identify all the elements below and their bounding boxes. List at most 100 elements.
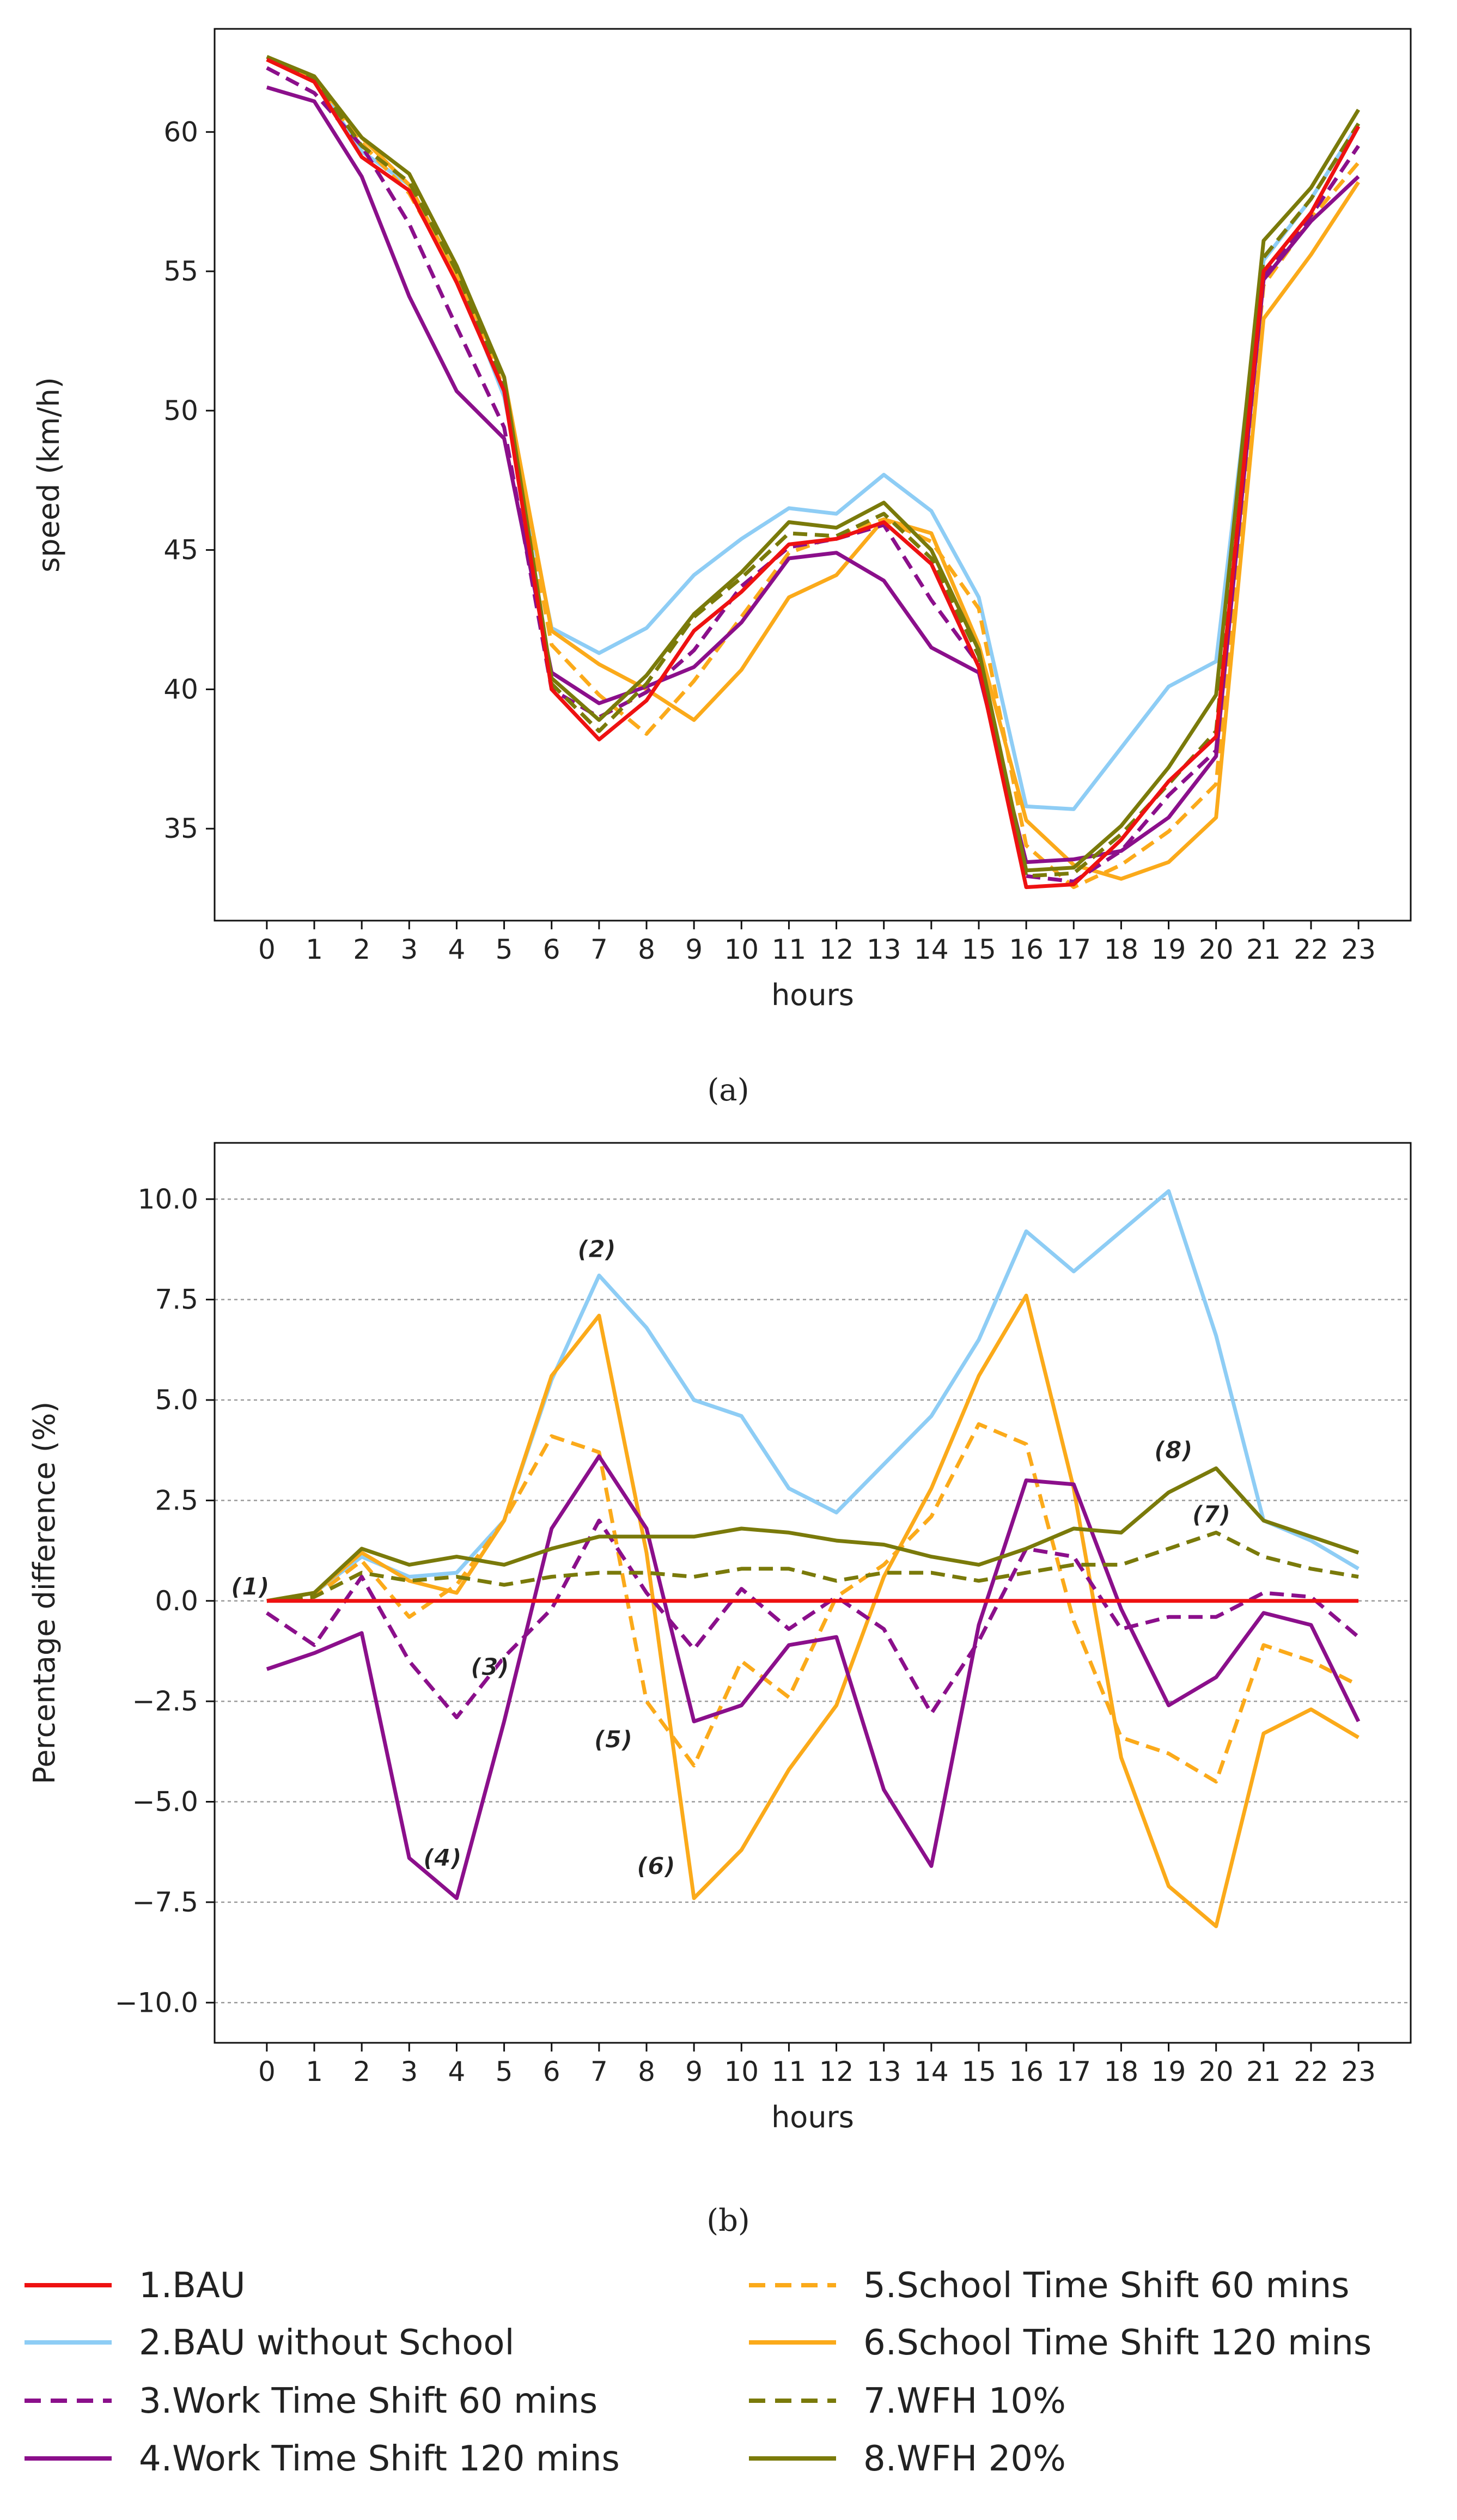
series-line-school-time-shift-120-mins — [266, 1293, 1360, 1928]
x-tick-label-10: 10 — [724, 934, 759, 965]
legend-label-work-time-shift-120-mins: 4.Work Time Shift 120 mins — [139, 2439, 620, 2479]
y-tick-label-2-5: 2.5 — [155, 1484, 198, 1516]
y-tick-label-5-0: −5.0 — [132, 1786, 198, 1818]
series-line-school-time-shift-60-mins — [266, 58, 1360, 890]
annotation-8: (8) — [1154, 1436, 1193, 1464]
annotation-2: (2) — [577, 1235, 616, 1263]
series-line-bau-without-school — [266, 1189, 1360, 1603]
y-tick-label-10-0: −10.0 — [115, 1987, 198, 2018]
series-line-work-time-shift-120-mins — [266, 86, 1360, 865]
x-tick-label-13: 13 — [867, 2056, 901, 2087]
x-tick-label-19: 19 — [1151, 934, 1186, 965]
x-tick-label-8: 8 — [638, 2056, 655, 2087]
x-tick-label-3: 3 — [400, 934, 418, 965]
annotation-1: (1) — [231, 1573, 270, 1601]
x-tick-label-17: 17 — [1056, 2056, 1091, 2087]
x-tick-label-20: 20 — [1199, 934, 1234, 965]
series-lines — [265, 1189, 1361, 1928]
y-axis-label: speed (km/h) — [32, 377, 66, 573]
y-tick-label-0-0: 0.0 — [155, 1585, 198, 1617]
x-tick-label-21: 21 — [1246, 934, 1281, 965]
legend-item-wfh-20pct: 8.WFH 20% — [749, 2439, 1066, 2479]
x-tick-label-1: 1 — [306, 2056, 323, 2087]
y-tick-label-7-5: 7.5 — [155, 1284, 198, 1316]
legend-label-school-time-shift-120-mins: 6.School Time Shift 120 mins — [863, 2323, 1371, 2363]
y-axis-label: Percentage difference (%) — [27, 1402, 62, 1785]
x-tick-label-14: 14 — [914, 934, 949, 965]
x-tick-label-16: 16 — [1009, 2056, 1044, 2087]
annotation-4: (4) — [423, 1845, 462, 1872]
x-tick-label-6: 6 — [543, 934, 560, 965]
series-line-wfh-20pct — [266, 1466, 1360, 1603]
y-tick-label-35: 35 — [163, 813, 198, 844]
y-tick-label-40: 40 — [163, 673, 198, 705]
series-line-school-time-shift-120-mins — [266, 58, 1361, 881]
x-tick-label-4: 4 — [448, 934, 466, 965]
x-tick-label-7: 7 — [590, 934, 608, 965]
x-tick-label-11: 11 — [772, 934, 807, 965]
x-tick-label-5: 5 — [496, 934, 513, 965]
x-tick-label-21: 21 — [1246, 2056, 1281, 2087]
x-tick-label-2: 2 — [353, 934, 370, 965]
x-tick-label-4: 4 — [448, 2056, 466, 2087]
x-tick-label-0: 0 — [258, 934, 276, 965]
legend-item-bau-without-school: 2.BAU without School — [25, 2323, 514, 2363]
x-tick-label-18: 18 — [1104, 934, 1139, 965]
y-tick-label-7-5: −7.5 — [132, 1886, 198, 1918]
legend-label-wfh-20pct: 8.WFH 20% — [863, 2439, 1066, 2479]
plot-area-frame — [214, 1142, 1412, 2044]
chart-b-percentage-difference: 0 1 2 3 4 5 6 7 8 9 10 11 12 13 14 15 16 17 18 19 20 21 22 23−1… — [27, 1142, 1412, 2134]
x-tick-label-23: 23 — [1341, 2056, 1376, 2087]
x-tick-label-2: 2 — [353, 2056, 370, 2087]
x-tick-label-12: 12 — [819, 934, 854, 965]
x-tick-label-1: 1 — [306, 934, 323, 965]
y-tick-label-50: 50 — [163, 395, 198, 427]
series-line-wfh-10pct — [266, 1530, 1359, 1603]
x-tick-label-0: 0 — [258, 2056, 276, 2087]
x-axis-label: hours — [771, 2100, 854, 2134]
x-tick-label-10: 10 — [724, 2056, 759, 2087]
annotation-3: (3) — [471, 1653, 509, 1681]
series-line-bau-without-school — [266, 58, 1361, 811]
x-tick-label-9: 9 — [685, 2056, 703, 2087]
y-tick-label-60: 60 — [163, 116, 198, 148]
x-tick-label-8: 8 — [638, 934, 655, 965]
x-tick-label-6: 6 — [543, 2056, 560, 2087]
series-line-work-time-shift-60-mins — [266, 66, 1360, 884]
x-tick-label-7: 7 — [590, 2056, 608, 2087]
legend-label-bau: 1.BAU — [139, 2266, 246, 2306]
legend-item-bau: 1.BAU — [25, 2266, 246, 2306]
series-line-work-time-shift-120-mins — [266, 1454, 1361, 1900]
legend-label-school-time-shift-60-mins: 5.School Time Shift 60 mins — [863, 2266, 1349, 2306]
legend-item-school-time-shift-60-mins: 5.School Time Shift 60 mins — [749, 2266, 1349, 2306]
x-tick-label-23: 23 — [1341, 934, 1376, 965]
y-tick-label-45: 45 — [163, 534, 198, 566]
x-tick-label-14: 14 — [914, 2056, 949, 2087]
x-tick-label-22: 22 — [1294, 2056, 1328, 2087]
x-tick-label-5: 5 — [496, 2056, 513, 2087]
x-tick-label-22: 22 — [1294, 934, 1328, 965]
y-tick-label-2-5: −2.5 — [132, 1685, 198, 1717]
x-tick-label-19: 19 — [1151, 2056, 1186, 2087]
chart-a-speed: 0 1 2 3 4 5 6 7 8 9 10 11 12 13 14 15 16 17 18 19 20 21 22 2335… — [32, 28, 1412, 1012]
series-line-bau — [266, 58, 1361, 890]
x-tick-label-13: 13 — [867, 934, 901, 965]
plot-area-frame — [214, 28, 1412, 922]
legend: 1.BAU 2.BAU without School 3.Work Time Shi… — [25, 2266, 1371, 2479]
legend-label-work-time-shift-60-mins: 3.Work Time Shift 60 mins — [139, 2381, 598, 2421]
annotation-5: (5) — [594, 1726, 633, 1754]
x-tick-label-18: 18 — [1104, 2056, 1139, 2087]
series-line-wfh-20pct — [266, 54, 1361, 873]
x-tick-label-15: 15 — [961, 934, 996, 965]
y-tick-label-10-0: 10.0 — [138, 1183, 198, 1215]
y-tick-label-5-0: 5.0 — [155, 1384, 198, 1416]
series-line-wfh-10pct — [266, 55, 1361, 878]
legend-item-school-time-shift-120-mins: 6.School Time Shift 120 mins — [749, 2323, 1371, 2363]
x-tick-label-16: 16 — [1009, 934, 1044, 965]
y-tick-label-55: 55 — [163, 255, 198, 287]
x-tick-label-3: 3 — [400, 2056, 418, 2087]
x-tick-label-15: 15 — [961, 2056, 996, 2087]
x-axis-label: hours — [771, 978, 854, 1012]
series-line-work-time-shift-60-mins — [265, 1518, 1360, 1720]
